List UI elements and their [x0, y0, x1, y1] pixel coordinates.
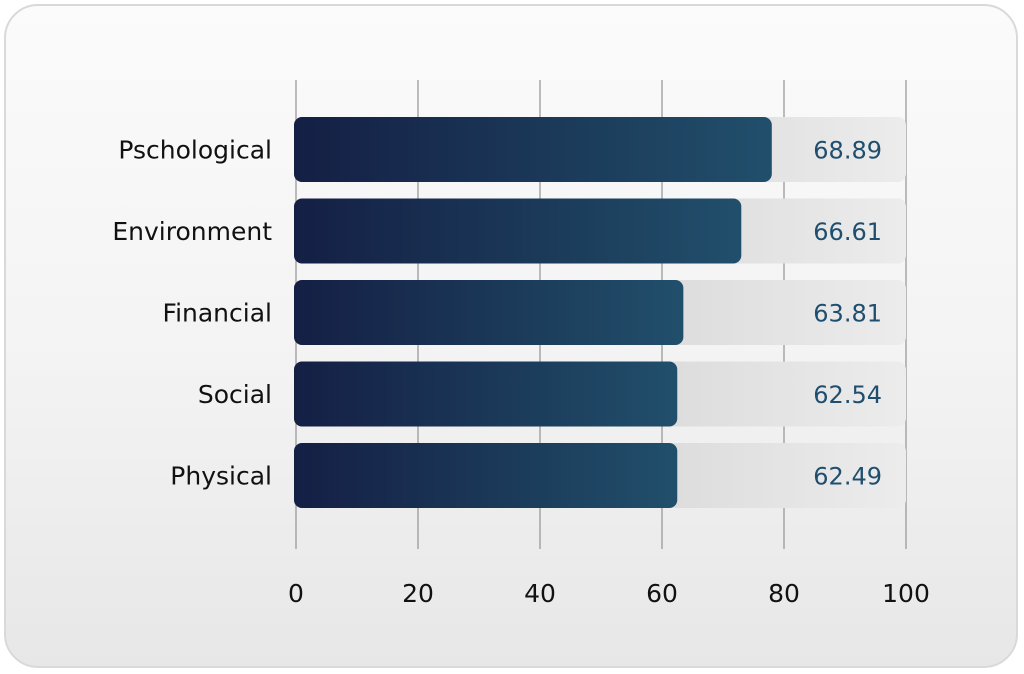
value-label-pschological: 68.89 — [813, 137, 882, 165]
x-axis-ticks: 0 20 40 60 80 100 — [288, 579, 930, 608]
value-label-physical: 62.49 — [813, 463, 882, 491]
bar-social — [294, 361, 678, 427]
category-labels: Pschological Environment Financial Social Ph… — [112, 136, 272, 491]
category-label-pschological: Pschological — [118, 136, 272, 165]
x-tick-label-100: 100 — [882, 579, 930, 608]
bars — [294, 117, 772, 508]
x-tick-label-40: 40 — [524, 579, 556, 608]
category-label-physical: Physical — [170, 462, 272, 491]
x-tick-label-60: 60 — [646, 579, 678, 608]
bar-environment — [294, 198, 742, 264]
bar-physical — [294, 443, 678, 508]
bar-financial — [294, 280, 684, 345]
bar-pschological — [294, 117, 772, 182]
value-label-financial: 63.81 — [813, 300, 882, 328]
x-tick-label-80: 80 — [768, 579, 800, 608]
category-label-social: Social — [198, 380, 272, 409]
value-labels: 68.89 66.61 63.81 62.54 62.49 — [813, 137, 882, 491]
x-tick-label-20: 20 — [402, 579, 434, 608]
category-label-environment: Environment — [112, 217, 272, 246]
category-label-financial: Financial — [163, 299, 272, 328]
x-tick-label-0: 0 — [288, 579, 304, 608]
value-label-social: 62.54 — [813, 381, 882, 409]
value-label-environment: 66.61 — [813, 218, 882, 246]
